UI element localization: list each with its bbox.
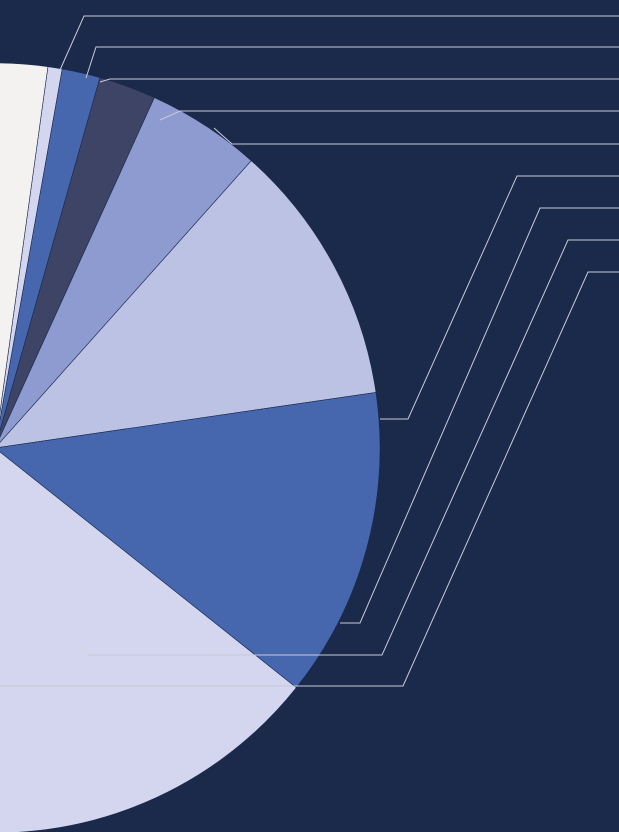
leader-line-9 [0,271,619,687]
leader-lines [0,15,619,687]
leader-line-7 [340,207,619,624]
pie-slice-6 [0,392,381,689]
leader-line-2 [85,46,619,79]
leader-line-3 [99,78,619,83]
leader-line-6 [380,175,619,420]
leader-line-4 [159,110,619,121]
leader-line-1 [59,15,619,71]
pie-slice-5 [0,160,377,448]
leader-line-5 [213,127,619,145]
pie-slice-8 [0,62,49,415]
pie-slices [0,62,381,832]
leader-line-8 [88,239,619,656]
pie-slice-7 [0,451,297,832]
